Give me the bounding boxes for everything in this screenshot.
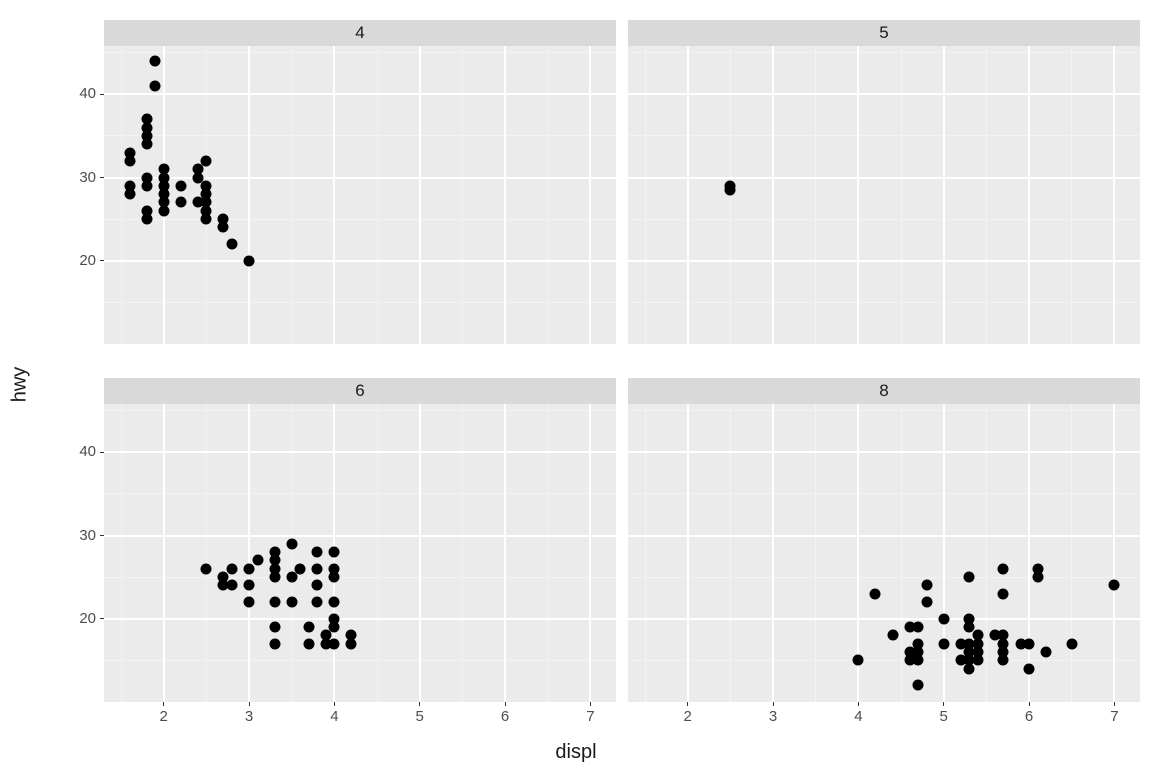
data-point [303,638,314,649]
facet-strip: 8 [628,378,1140,404]
plot-area [104,404,616,702]
data-point [286,597,297,608]
data-point [150,80,161,91]
data-point [141,180,152,191]
data-point [244,255,255,266]
y-tick-label: 40 [79,85,96,102]
y-tick-label: 30 [79,527,96,544]
plot-area [628,404,1140,702]
x-tick-label: 5 [410,708,430,725]
x-tick-label: 3 [239,708,259,725]
y-tick-label: 30 [79,169,96,186]
data-point [141,114,152,125]
x-tick-label: 7 [1104,708,1124,725]
data-point [998,588,1009,599]
facet-strip: 4 [104,20,616,46]
data-point [141,139,152,150]
x-tick-label: 3 [763,708,783,725]
data-point [887,630,898,641]
x-axis-label: displ [0,741,1152,764]
facet-panel-5: 5 [628,20,1140,344]
data-point [964,663,975,674]
data-point [244,580,255,591]
data-point [244,597,255,608]
data-point [329,622,340,633]
data-point [329,597,340,608]
plot-area [628,46,1140,344]
data-point [227,580,238,591]
data-point [201,214,212,225]
x-tick-label: 2 [678,708,698,725]
data-point [998,655,1009,666]
data-point [269,597,280,608]
data-point [175,197,186,208]
data-point [972,655,983,666]
data-point [141,214,152,225]
data-point [1024,663,1035,674]
data-point [1024,638,1035,649]
x-tick-label: 4 [848,708,868,725]
data-point [870,588,881,599]
data-point [252,555,263,566]
data-point [175,180,186,191]
data-point [998,563,1009,574]
data-point [201,155,212,166]
data-point [269,572,280,583]
data-point [269,622,280,633]
data-point [329,572,340,583]
x-tick-label: 2 [154,708,174,725]
data-point [269,638,280,649]
x-tick-label: 5 [934,708,954,725]
data-point [346,630,357,641]
data-point [286,572,297,583]
data-point [295,563,306,574]
facet-panel-6: 6 [104,378,616,702]
data-point [1041,647,1052,658]
facet-strip: 6 [104,378,616,404]
data-point [921,580,932,591]
y-tick-label: 20 [79,610,96,627]
data-point [938,613,949,624]
plot-area [104,46,616,344]
data-point [921,597,932,608]
data-point [218,214,229,225]
data-point [312,547,323,558]
data-point [150,55,161,66]
data-point [312,580,323,591]
data-point [124,155,135,166]
data-point [725,185,736,196]
x-tick-label: 7 [580,708,600,725]
y-tick-label: 40 [79,443,96,460]
data-point [286,538,297,549]
data-point [303,622,314,633]
data-point [853,655,864,666]
data-point [1032,563,1043,574]
facet-scatter-figure: hwy displ 2030404520304023456762345678 [0,0,1152,768]
data-point [312,563,323,574]
x-tick-label: 4 [324,708,344,725]
data-point [913,680,924,691]
data-point [158,205,169,216]
data-point [938,638,949,649]
facet-panel-4: 4 [104,20,616,344]
data-point [244,563,255,574]
facet-panel-8: 8 [628,378,1140,702]
data-point [964,572,975,583]
data-point [913,622,924,633]
data-point [227,563,238,574]
data-point [124,189,135,200]
data-point [227,239,238,250]
facet-strip: 5 [628,20,1140,46]
y-axis-label: hwy [0,0,40,768]
data-point [201,563,212,574]
data-point [329,547,340,558]
data-point [1109,580,1120,591]
x-tick-label: 6 [1019,708,1039,725]
data-point [312,597,323,608]
data-point [329,638,340,649]
data-point [913,655,924,666]
data-point [1066,638,1077,649]
y-tick-label: 20 [79,252,96,269]
x-tick-label: 6 [495,708,515,725]
